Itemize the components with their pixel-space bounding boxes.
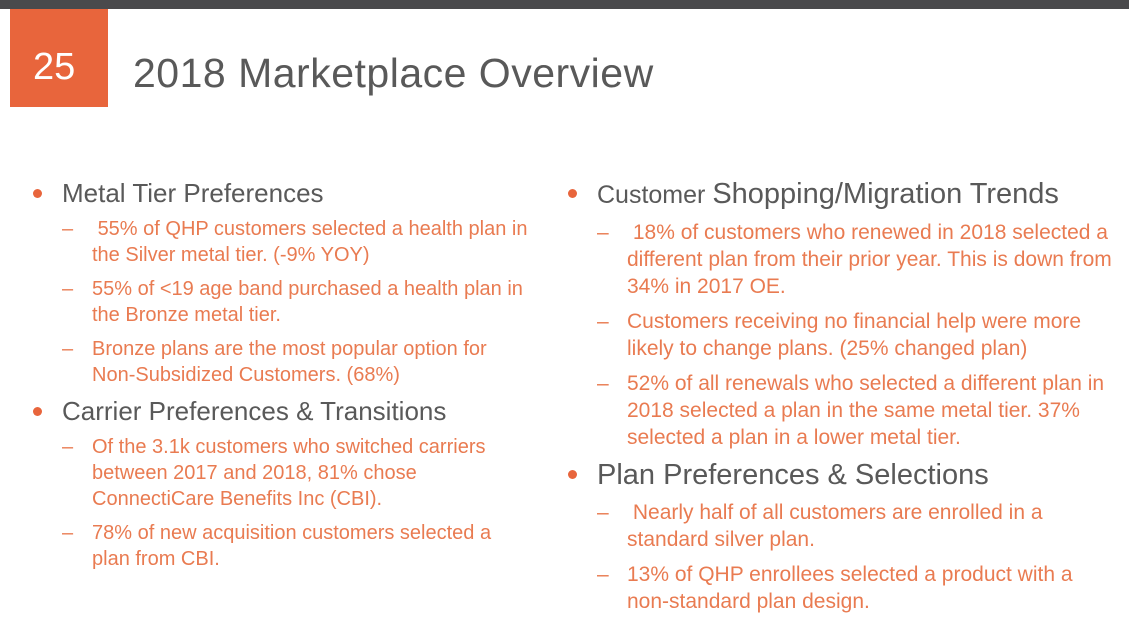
section-metal-tier-preferences: Metal Tier Preferences – 55% of QHP cust… [30,178,565,388]
dash-marker: – [597,221,609,244]
list-item-text: 55% of <19 age band purchased a health p… [92,278,529,326]
dash-marker: – [597,501,609,524]
section-heading-row: Carrier Preferences & Transitions [30,396,565,426]
section-carrier-preferences: Carrier Preferences & Transitions – Of t… [30,396,565,572]
section-heading-row: Plan Preferences & Selections [565,459,1129,491]
list-item-text: 78% of new acquisition customers selecte… [92,522,497,570]
list-item-text: Customers receiving no financial help we… [627,310,1087,360]
section-items: – Of the 3.1k customers who switched car… [30,434,565,572]
section-heading: Plan Preferences & Selections [597,459,989,491]
list-item: – 78% of new acquisition customers selec… [62,520,565,572]
list-item-text: 13% of QHP enrollees selected a product … [627,563,1079,613]
list-item-text: 52% of all renewals who selected a diffe… [627,372,1110,449]
section-heading-part-large: Shopping/Migration Trends [712,178,1059,210]
section-plan-preferences: Plan Preferences & Selections – Nearly h… [565,459,1129,615]
bullet-dot-icon [33,189,42,198]
list-item-text: 55% of QHP customers selected a health p… [92,218,533,266]
section-items: – 18% of customers who renewed in 2018 s… [565,219,1129,451]
list-item: – 55% of QHP customers selected a health… [62,216,565,268]
section-heading-row: Metal Tier Preferences [30,178,565,208]
list-item: – 13% of QHP enrollees selected a produc… [597,561,1129,615]
list-item-text: 18% of customers who renewed in 2018 sel… [627,221,1118,298]
list-item-text: Of the 3.1k customers who switched carri… [92,436,492,510]
section-items: – Nearly half of all customers are enrol… [565,499,1129,615]
page-number-box: 25 [10,9,108,107]
bullet-dot-icon [33,407,42,416]
list-item-text: Bronze plans are the most popular option… [92,338,493,386]
section-items: – 55% of QHP customers selected a health… [30,216,565,388]
dash-marker: – [597,372,609,395]
list-item: – 55% of <19 age band purchased a health… [62,276,565,328]
list-item: – Customers receiving no financial help … [597,308,1129,362]
bullet-dot-icon [568,189,577,198]
section-heading: Metal Tier Preferences [62,178,324,208]
list-item-text: Nearly half of all customers are enrolle… [627,501,1049,551]
dash-marker: – [597,310,609,333]
bullet-dot-icon [568,470,577,479]
right-column: Customer Shopping/Migration Trends – 18%… [565,178,1129,623]
section-heading-row: Customer Shopping/Migration Trends [565,178,1129,211]
list-item: – 52% of all renewals who selected a dif… [597,370,1129,451]
list-item: – 18% of customers who renewed in 2018 s… [597,219,1129,300]
section-heading: Carrier Preferences & Transitions [62,396,447,426]
dash-marker: – [62,338,74,360]
list-item: – Of the 3.1k customers who switched car… [62,434,565,512]
section-heading: Customer Shopping/Migration Trends [597,178,1059,211]
dash-marker: – [62,522,74,544]
dash-marker: – [62,278,74,300]
dash-marker: – [597,563,609,586]
dash-marker: – [62,436,74,458]
section-customer-shopping-trends: Customer Shopping/Migration Trends – 18%… [565,178,1129,451]
list-item: – Nearly half of all customers are enrol… [597,499,1129,553]
list-item: – Bronze plans are the most popular opti… [62,336,565,388]
slide-body: Metal Tier Preferences – 55% of QHP cust… [30,178,1129,623]
page-number: 25 [33,46,76,88]
left-column: Metal Tier Preferences – 55% of QHP cust… [30,178,565,623]
slide-title: 2018 Marketplace Overview [133,50,654,96]
slide-top-bar [0,0,1129,9]
dash-marker: – [62,218,74,240]
section-heading-part-small: Customer [597,181,713,209]
